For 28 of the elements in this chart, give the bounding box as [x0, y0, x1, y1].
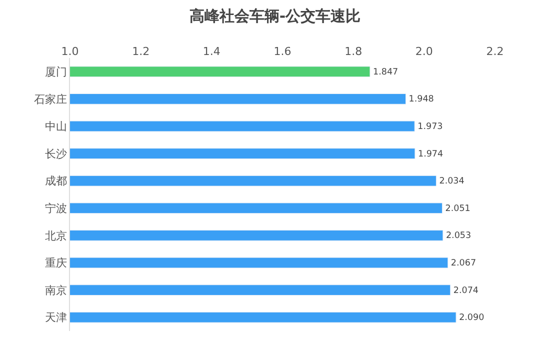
y-tick-label: 厦门 — [44, 66, 67, 78]
x-tick-label: 1.0 — [61, 44, 79, 58]
y-tick-label: 重庆 — [44, 256, 67, 270]
y-tick-label: 中山 — [44, 120, 67, 134]
x-tick-label: 1.4 — [202, 44, 220, 58]
chart-title: 高峰社会车辆-公交车速比 — [189, 6, 361, 25]
data-label: 1.974 — [418, 149, 444, 160]
y-tick-label: 石家庄 — [34, 92, 67, 106]
data-label: 1.973 — [418, 122, 443, 132]
x-tick-label: 1.6 — [274, 44, 292, 58]
y-tick-label: 天津 — [44, 311, 67, 324]
y-tick-label: 宁波 — [44, 202, 67, 215]
x-tick-label: 2.2 — [486, 44, 504, 58]
x-tick-label: 1.2 — [132, 44, 150, 58]
data-label: 1.847 — [373, 67, 398, 78]
x-tick-label: 2.0 — [415, 44, 433, 58]
y-tick-label: 南京 — [44, 284, 67, 297]
y-tick-label: 长沙 — [44, 147, 67, 160]
y-tick-label: 北京 — [44, 229, 67, 242]
data-label: 2.090 — [459, 313, 484, 324]
data-label: 2.034 — [439, 176, 465, 187]
data-label: 1.948 — [408, 94, 434, 105]
data-label: 2.074 — [453, 286, 479, 296]
y-tick-label: 成都 — [44, 174, 67, 188]
data-label: 2.051 — [445, 204, 470, 214]
data-label: 2.053 — [446, 231, 472, 242]
data-label: 2.067 — [450, 258, 476, 269]
x-tick-label: 1.8 — [344, 44, 362, 58]
